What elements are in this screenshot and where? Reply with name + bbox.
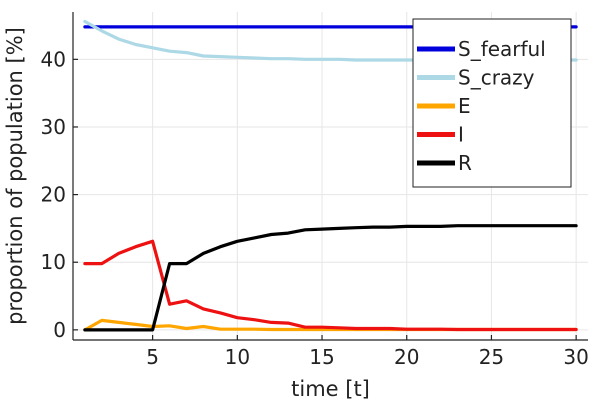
legend-label: R bbox=[458, 151, 472, 175]
y-tick-label: 30 bbox=[41, 115, 66, 139]
y-axis-label: proportion of population [%] bbox=[3, 27, 27, 325]
x-axis-label: time [t] bbox=[291, 377, 370, 400]
y-tick-label: 10 bbox=[41, 250, 66, 274]
series-line-i bbox=[83, 239, 578, 332]
legend-label: E bbox=[458, 94, 471, 118]
x-tick-label: 30 bbox=[563, 345, 588, 369]
x-tick-label: 15 bbox=[309, 345, 334, 369]
x-tick-label: 20 bbox=[394, 345, 419, 369]
axes: 5 10 15 20 25 30 0 10 20 30 40 bbox=[41, 12, 589, 369]
legend-label: S_crazy bbox=[458, 66, 535, 90]
legend: S_fearful S_crazy EIR bbox=[412, 18, 572, 188]
y-tick-label: 0 bbox=[53, 318, 66, 342]
x-tick-label: 10 bbox=[225, 345, 250, 369]
series-line-r bbox=[83, 224, 578, 332]
y-tick-label: 20 bbox=[41, 183, 66, 207]
x-tick-label: 5 bbox=[146, 345, 159, 369]
x-tick-label: 25 bbox=[479, 345, 504, 369]
y-tick-label: 40 bbox=[41, 47, 66, 71]
legend-label: S_fearful bbox=[458, 37, 546, 61]
legend-label: I bbox=[458, 123, 464, 147]
